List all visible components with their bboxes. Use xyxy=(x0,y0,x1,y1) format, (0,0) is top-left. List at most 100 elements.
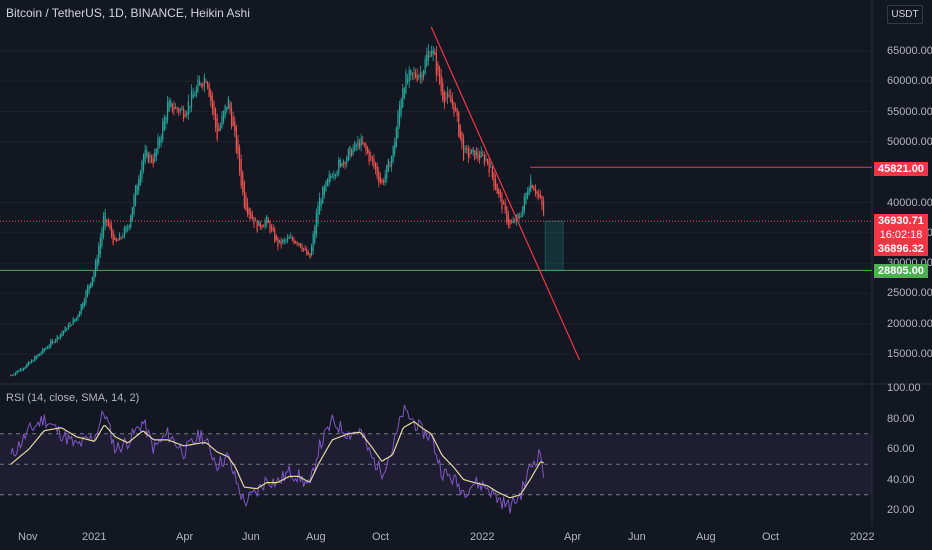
rsi-tick-label: 60.00 xyxy=(887,443,915,455)
candle-body xyxy=(499,191,501,198)
candle-body xyxy=(211,95,213,110)
candle-body xyxy=(210,90,212,101)
candle-body xyxy=(38,353,41,356)
candle-body xyxy=(67,324,69,330)
candle-body xyxy=(43,348,45,351)
candle-body xyxy=(355,145,357,147)
candle-body xyxy=(382,180,385,184)
candle-body xyxy=(390,156,393,167)
candle-body xyxy=(438,67,441,84)
currency-badge[interactable]: USDT xyxy=(887,5,923,24)
candle-body xyxy=(320,200,322,207)
candle-body xyxy=(48,345,50,348)
candle-body xyxy=(363,142,365,146)
candle-body xyxy=(464,147,466,149)
candle-body xyxy=(357,140,359,147)
candle-body xyxy=(275,235,277,240)
candle-body xyxy=(230,107,233,127)
candle-body xyxy=(437,64,439,71)
time-tick-label: Oct xyxy=(372,531,390,543)
candle-body xyxy=(309,253,311,259)
candle-body xyxy=(46,347,49,349)
candle-body xyxy=(109,223,111,229)
candle-body xyxy=(304,248,306,250)
candle-body xyxy=(104,212,106,227)
resistance-price-tag: 45821.00 xyxy=(874,162,928,176)
candle-body xyxy=(371,156,373,161)
candle-body xyxy=(422,70,425,77)
candle-body xyxy=(514,221,516,223)
candle-body xyxy=(525,192,527,204)
candle-body xyxy=(342,160,345,165)
candle-body xyxy=(216,117,218,140)
candle-body xyxy=(272,227,274,231)
candle-body xyxy=(333,174,335,178)
candle-body xyxy=(94,260,97,277)
candle-body xyxy=(373,158,375,167)
candle-body xyxy=(315,212,317,235)
time-tick-label: 2022 xyxy=(470,531,495,543)
candle-body xyxy=(291,237,293,241)
candle-body xyxy=(114,237,116,240)
candle-body xyxy=(448,95,450,97)
candle-body xyxy=(34,356,36,362)
candle-body xyxy=(530,179,532,192)
candle-body xyxy=(325,180,327,191)
candle-body xyxy=(293,238,295,244)
candle-body xyxy=(486,159,489,164)
candle-body xyxy=(214,108,217,128)
candle-body xyxy=(35,355,37,359)
candle-body xyxy=(314,227,316,243)
candle-body xyxy=(397,112,399,138)
candle-body xyxy=(541,196,543,206)
candle-body xyxy=(152,159,154,165)
candle-body xyxy=(352,148,354,154)
time-tick-label: Aug xyxy=(306,531,326,543)
countdown-tag: 16:02:18 xyxy=(874,228,928,242)
candle-body xyxy=(493,171,495,187)
candle-body xyxy=(85,290,87,303)
candles xyxy=(10,44,545,377)
price-tick-label: 50000.00 xyxy=(887,135,932,148)
candle-body xyxy=(246,202,249,215)
candle-body xyxy=(194,95,196,97)
candle-body xyxy=(232,117,234,126)
candle-body xyxy=(155,148,157,158)
candle-body xyxy=(446,92,449,98)
rsi-line xyxy=(10,404,545,514)
candle-body xyxy=(218,128,220,132)
candle-body xyxy=(381,179,383,183)
candle-body xyxy=(160,136,162,143)
candle-body xyxy=(296,242,298,245)
time-tick-label: Oct xyxy=(762,531,780,543)
candle-body xyxy=(123,227,125,237)
candle-body xyxy=(507,214,509,226)
candle-body xyxy=(227,98,229,109)
candle-body xyxy=(482,154,484,156)
candle-body xyxy=(358,143,361,149)
grid-lines xyxy=(0,0,932,526)
candle-body xyxy=(26,363,28,368)
candle-body xyxy=(142,154,145,170)
candle-body xyxy=(50,340,52,347)
candle-body xyxy=(432,49,434,54)
candle-body xyxy=(222,110,225,122)
candle-body xyxy=(336,171,338,176)
candle-body xyxy=(154,152,156,162)
candle-body xyxy=(435,53,437,76)
candle-body xyxy=(410,70,412,76)
candle-body xyxy=(253,216,255,225)
candle-body xyxy=(226,106,228,111)
candle-body xyxy=(259,223,261,228)
candle-body xyxy=(347,149,349,161)
candle-body xyxy=(22,368,25,370)
candle-body xyxy=(261,225,263,228)
candle-body xyxy=(133,195,135,215)
rsi-pane xyxy=(0,404,872,514)
candle-body xyxy=(141,161,143,179)
candle-body xyxy=(462,137,465,160)
time-tick-label: Aug xyxy=(696,531,716,543)
candle-body xyxy=(90,282,92,289)
candle-body xyxy=(488,161,490,173)
